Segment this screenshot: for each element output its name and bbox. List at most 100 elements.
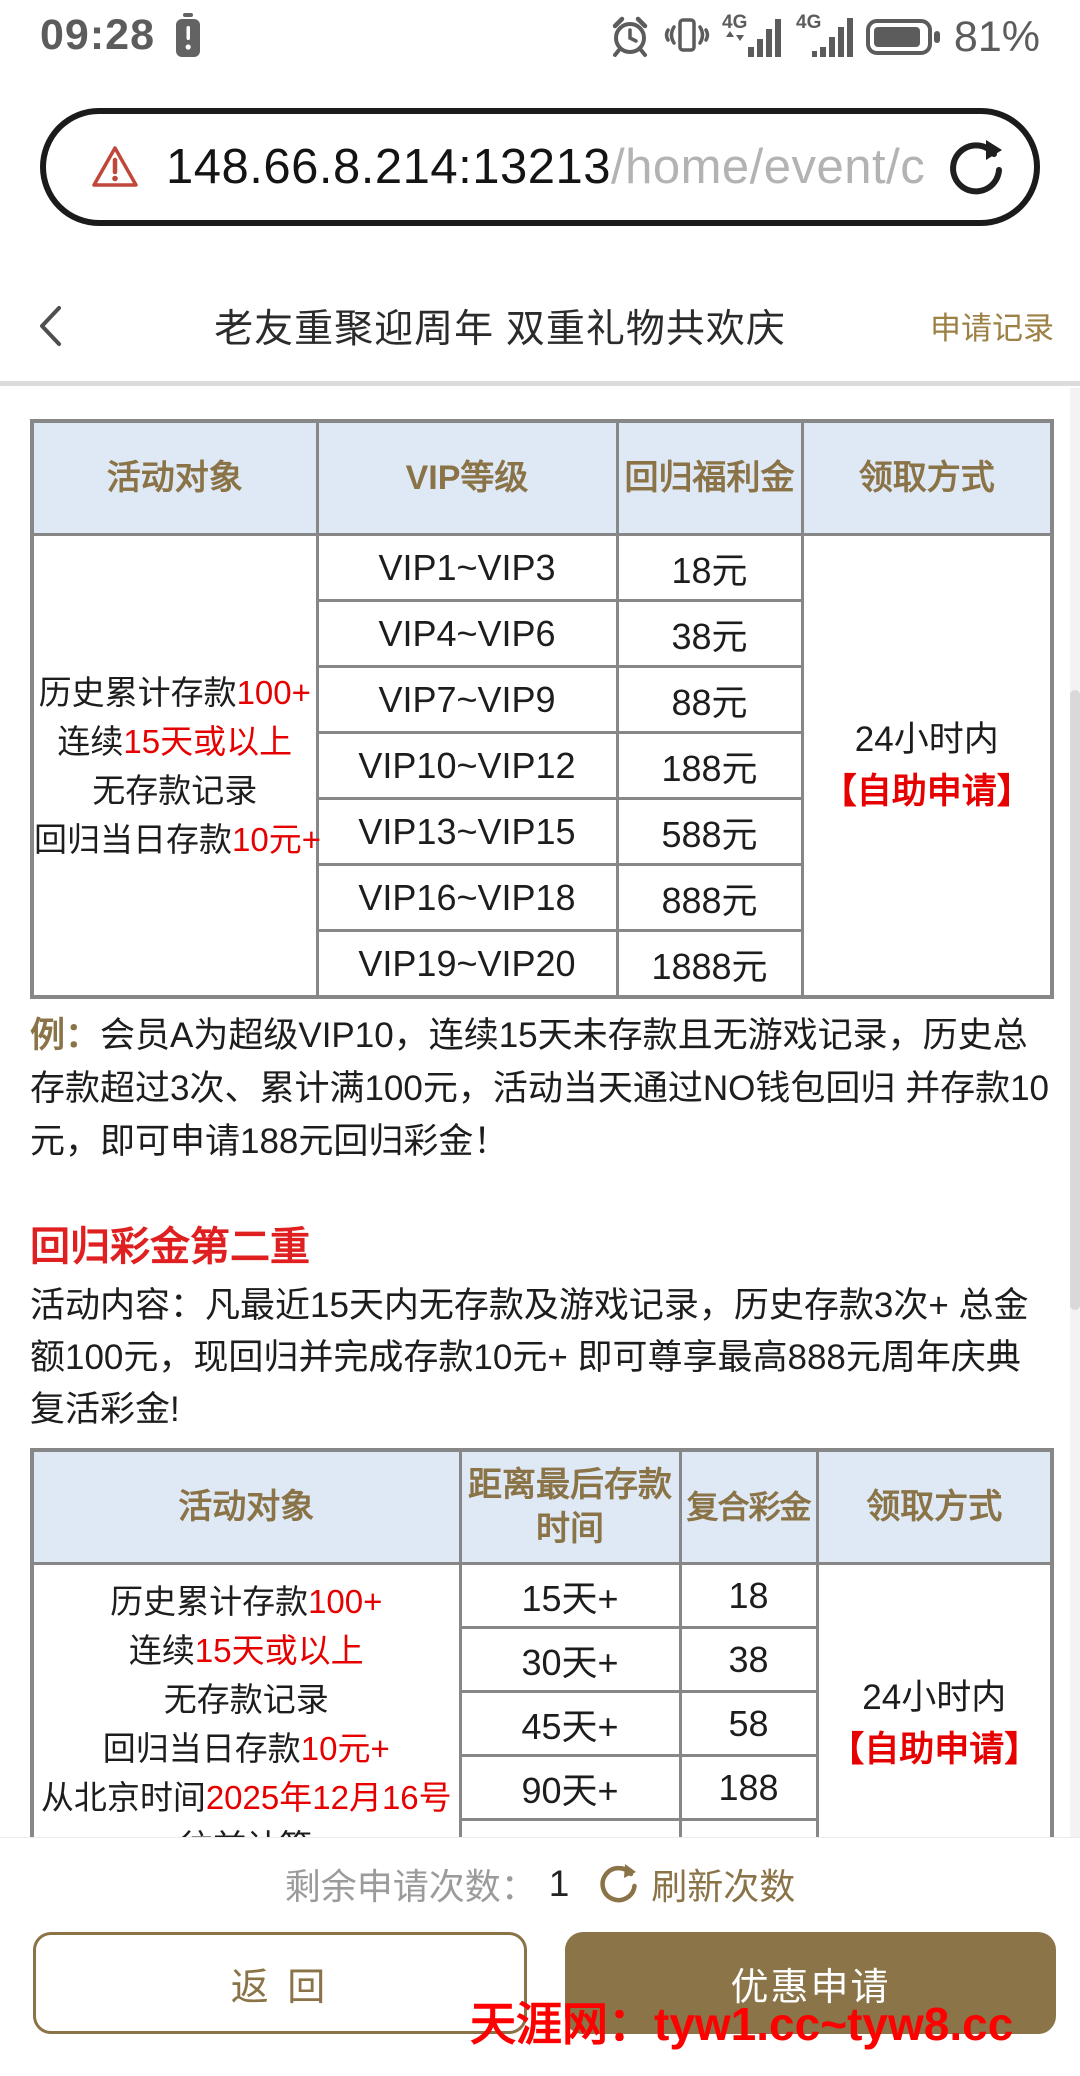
warning-triangle-icon[interactable]: [90, 144, 140, 190]
condition-text: 回归当日存款: [34, 820, 232, 858]
target-conditions-cell: 历史累计存款100+ 连续15天或以上 无存款记录 回归当日存款10元+ 从北京…: [30, 1562, 462, 1886]
condition-highlight: 15天或以上: [123, 722, 293, 760]
table-row: VIP7~VIP9 88元: [32, 665, 1052, 734]
bonus-amount-cell: 1888元: [615, 929, 804, 999]
condition-highlight: 10元+: [300, 1729, 390, 1767]
signal-4g-icon: 4G: [796, 12, 853, 57]
table-row: VIP16~VIP18 888元: [32, 863, 1052, 932]
back-button[interactable]: 返 回: [33, 1932, 527, 2034]
condition-text: 历史累计存款: [110, 1582, 309, 1620]
column-header: 距离最后存款时间: [458, 1448, 682, 1565]
scrollbar-thumb[interactable]: [1070, 690, 1080, 1310]
status-bar: 09:28 4G 4G 81%: [0, 0, 1080, 64]
condition-highlight: 2025年12月16号: [205, 1778, 452, 1816]
alarm-icon: [612, 16, 648, 57]
refresh-count-link[interactable]: 刷新次数: [595, 1858, 795, 1910]
column-header: 活动对象: [30, 419, 319, 536]
page-title: 老友重聚迎周年 双重礼物共欢庆: [214, 307, 786, 351]
application-records-link[interactable]: 申请记录: [930, 311, 1054, 346]
column-header: 回归福利金: [615, 419, 804, 536]
condition-text: 无存款记录: [92, 771, 258, 809]
condition-text: 连续: [128, 1631, 195, 1669]
svg-text:4G: 4G: [796, 12, 821, 33]
second-bonus-description: 活动内容：凡最近15天内无存款及游戏记录，历史存款3次+ 总金额100元，现回归…: [30, 1286, 1029, 1429]
table-row: 历史累计存款100+ 连续15天或以上 无存款记录 回归当日存款10元+ 从北京…: [30, 1562, 1054, 1886]
claim-text: 24小时内: [854, 719, 999, 759]
remaining-count: 1: [548, 1863, 570, 1904]
table-row: VIP19~VIP20 1888元: [32, 929, 1052, 999]
refresh-icon: [600, 1864, 638, 1903]
condition-highlight: 100+: [236, 673, 311, 711]
example-prefix: 例：: [30, 1016, 101, 1055]
claim-highlight: 【自助申请】: [829, 1729, 1040, 1769]
table-row: 45天+ 58: [32, 1690, 1052, 1757]
bonus-amount-cell: 588元: [615, 797, 804, 866]
table-row: 30天+ 38: [32, 1626, 1052, 1693]
apply-promo-button[interactable]: 优惠申请: [565, 1932, 1056, 2034]
status-icons: 4G 4G 81%: [608, 11, 1040, 59]
column-header: 领取方式: [815, 1448, 1054, 1565]
svg-text:4G: 4G: [722, 12, 747, 33]
vip-level-cell: VIP1~VIP3: [315, 533, 619, 602]
bonus-amount-cell: 38: [678, 1626, 819, 1693]
table-row: VIP4~VIP6 38元: [32, 599, 1052, 668]
bonus-amount-cell: 188: [678, 1754, 819, 1821]
return-bonus-table: 活动对象 距离最后存款时间 复合彩金 领取方式 历史累计存款100+ 连续15天…: [30, 1448, 1054, 1886]
claim-method-cell: 24小时内 【自助申请】: [800, 533, 1054, 999]
vip-level-cell: VIP10~VIP12: [315, 731, 619, 800]
back-chevron-icon[interactable]: [30, 299, 70, 353]
condition-highlight: 10元+: [232, 820, 321, 858]
page-header: 老友重聚迎周年 双重礼物共欢庆 申请记录: [0, 280, 1080, 386]
vip-level-cell: VIP16~VIP18: [315, 863, 619, 932]
event-content: 活动对象 VIP等级 回归福利金 领取方式 历史累计存款100+ 连续15天或以…: [30, 387, 1080, 1981]
condition-text: 历史累计存款: [38, 673, 237, 711]
vip-level-cell: VIP13~VIP15: [315, 797, 619, 866]
bonus-amount-cell: 88元: [615, 665, 804, 734]
vip-level-cell: VIP19~VIP20: [315, 929, 619, 999]
url-path: /home/event/c: [610, 140, 926, 194]
vibrate-icon: [664, 18, 710, 52]
battery-percent: 81%: [953, 13, 1040, 61]
table-row: VIP13~VIP15 588元: [32, 797, 1052, 866]
column-header: 复合彩金: [678, 1448, 819, 1565]
example-text: 会员A为超级VIP10，连续15天未存款且无游戏记录，历史总存款超过3次、累计满…: [30, 1016, 1050, 1161]
column-header: VIP等级: [315, 419, 619, 536]
column-header: 活动对象: [30, 1448, 462, 1565]
refresh-label: 刷新次数: [651, 1866, 796, 1907]
table-header-row: 活动对象 VIP等级 回归福利金 领取方式: [30, 419, 1054, 536]
condition-text: 从北京时间: [40, 1778, 206, 1816]
claim-highlight: 【自助申请】: [821, 771, 1032, 811]
days-cell: 45天+: [458, 1690, 682, 1757]
table-row: 90天+ 188: [32, 1754, 1052, 1821]
footer-buttons: 返 回 优惠申请: [0, 1932, 1080, 2034]
bonus-amount-cell: 18: [678, 1562, 819, 1629]
signal-4g-icon: 4G: [722, 12, 781, 57]
footer-bar: 剩余申请次数： 1 刷新次数 返 回 优惠申请: [0, 1837, 1080, 2076]
bonus-amount-cell: 38元: [615, 599, 804, 668]
bonus-amount-cell: 58: [678, 1690, 819, 1757]
bonus-amount-cell: 888元: [615, 863, 804, 932]
table-header-row: 活动对象 距离最后存款时间 复合彩金 领取方式: [30, 1448, 1054, 1565]
vip-level-cell: VIP7~VIP9: [315, 665, 619, 734]
condition-text: 回归当日存款: [102, 1729, 301, 1767]
battery-icon: [865, 19, 940, 55]
condition-highlight: 100+: [308, 1582, 383, 1620]
address-text[interactable]: 148.66.8.214:13213/home/event/c: [166, 139, 932, 195]
table-row: VIP10~VIP12 188元: [32, 731, 1052, 800]
condition-text: 连续: [57, 722, 124, 760]
condition-text: 无存款记录: [163, 1680, 329, 1718]
vip-level-cell: VIP4~VIP6: [315, 599, 619, 668]
target-conditions-cell: 历史累计存款100+ 连续15天或以上 无存款记录 回归当日存款10元+: [30, 533, 321, 999]
watermark-text: 天涯网：tyw1.cc~tyw8.cc: [470, 1998, 1014, 2050]
url-host: 148.66.8.214:13213: [166, 140, 611, 194]
remaining-applications-row: 剩余申请次数： 1 刷新次数: [0, 1858, 1080, 1910]
days-cell: 90天+: [458, 1754, 682, 1821]
condition-highlight: 15天或以上: [194, 1631, 364, 1669]
days-cell: 30天+: [458, 1626, 682, 1693]
example-paragraph-1: 例：会员A为超级VIP10，连续15天未存款且无游戏记录，历史总存款超过3次、累…: [30, 1009, 1050, 1168]
bonus-amount-cell: 188元: [615, 731, 804, 800]
refresh-icon[interactable]: [942, 134, 1008, 200]
url-bar[interactable]: 148.66.8.214:13213/home/event/c: [40, 108, 1040, 226]
column-header: 领取方式: [800, 419, 1054, 536]
